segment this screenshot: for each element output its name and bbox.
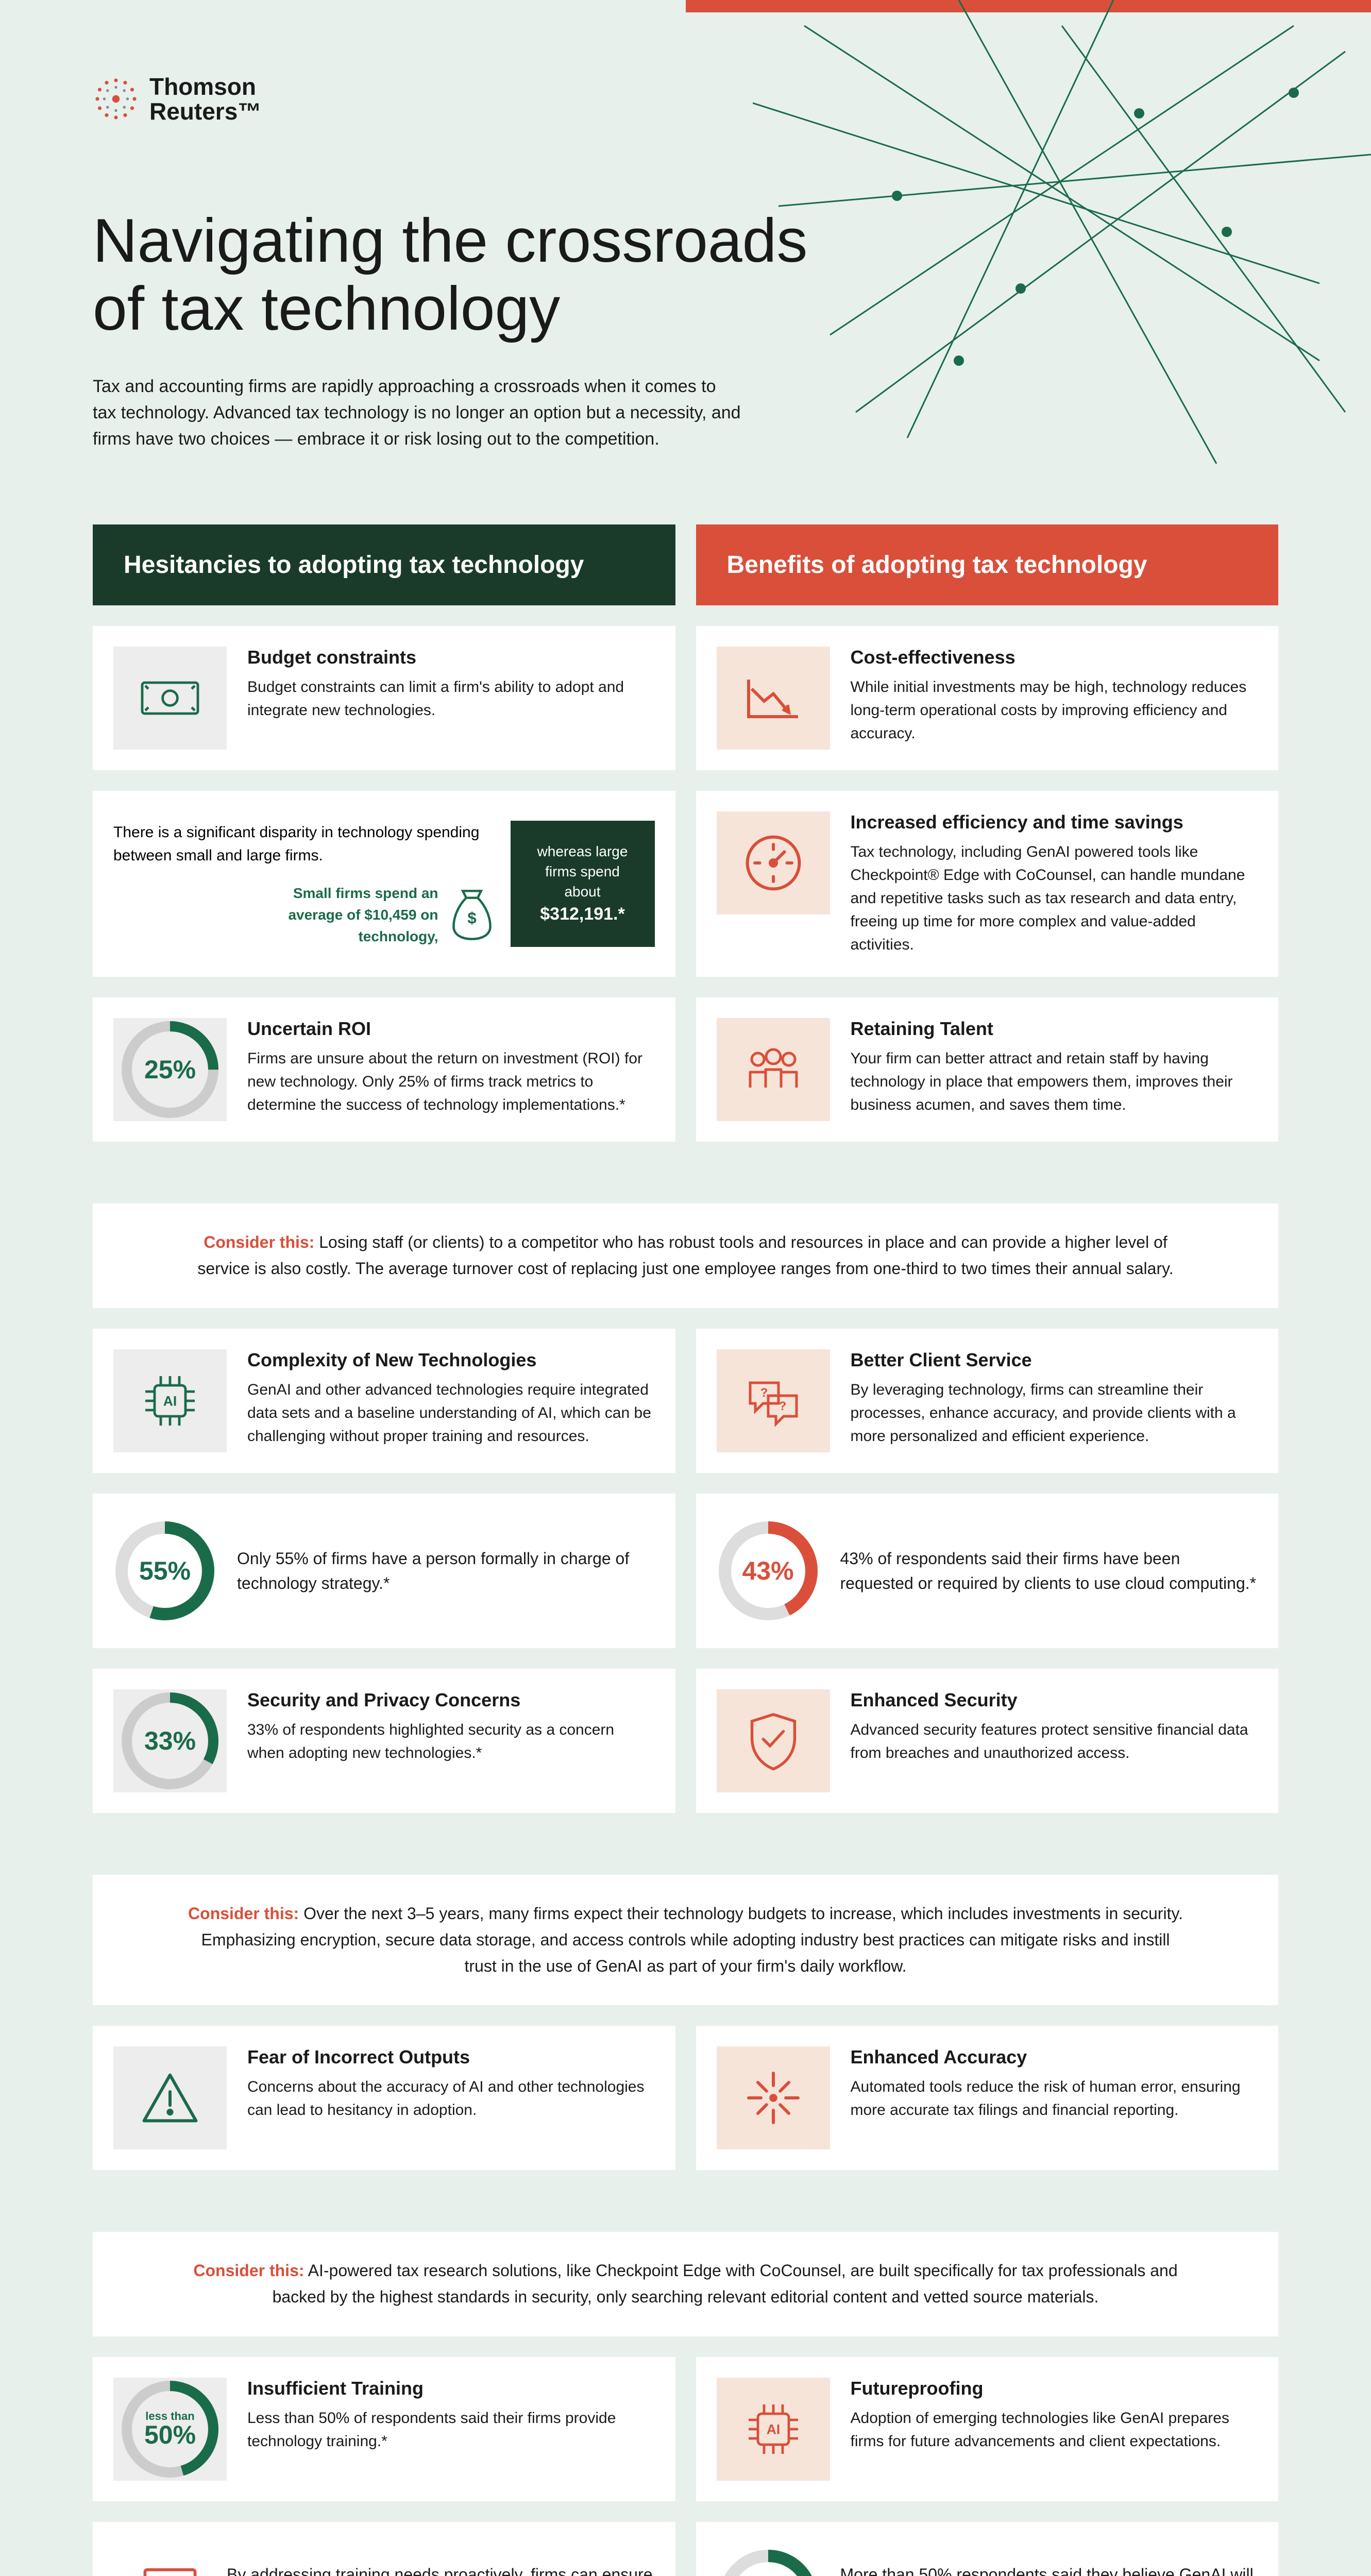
card-title: Cost-effectiveness <box>851 647 1258 668</box>
ai-chip-icon: AI <box>113 1349 227 1452</box>
stat-text: More than 50% respondents said they beli… <box>840 2562 1258 2576</box>
svg-text:?: ? <box>778 1399 786 1413</box>
pct-43-icon: 43% <box>717 1519 820 1622</box>
shield-check-icon <box>717 1689 830 1792</box>
svg-text:AI: AI <box>163 1393 177 1409</box>
svg-text:$: $ <box>467 909 476 927</box>
card-title: Enhanced Accuracy <box>851 2046 1258 2068</box>
card-title: Budget constraints <box>247 647 655 668</box>
logo: Thomson Reuters™ <box>93 74 1278 124</box>
money-icon <box>113 647 227 750</box>
card-fear: Fear of Incorrect Outputs Concerns about … <box>93 2026 675 2170</box>
svg-text:?: ? <box>760 1386 768 1400</box>
ai-chip-icon: AI <box>717 2378 830 2481</box>
pct-lt50-icon: less than50% <box>113 2378 227 2481</box>
benefits-header: Benefits of adopting tax technology <box>696 524 1279 606</box>
large-firms-box: whereas large firms spend about $312,191… <box>511 821 655 947</box>
card-training: less than50% Insufficient Training Less t… <box>93 2357 675 2501</box>
card-title: Enhanced Security <box>851 1689 1258 1711</box>
card-body: Budget constraints can limit a firm's ab… <box>247 675 655 722</box>
stat-43: 43% 43% of respondents said their firms … <box>696 1494 1279 1648</box>
card-cost-effectiveness: Cost-effectiveness While initial investme… <box>696 626 1279 770</box>
column-headers: Hesitancies to adopting tax technology B… <box>0 483 1371 626</box>
card-roi: 25% Uncertain ROI Firms are unsure about … <box>93 997 675 1142</box>
card-accuracy: Enhanced Accuracy Automated tools reduce … <box>696 2026 1279 2170</box>
card-body: Your firm can better attract and retain … <box>851 1047 1258 1116</box>
card-complexity: AI Complexity of New Technologies GenAI a… <box>93 1329 675 1473</box>
disparity-lead: There is a significant disparity in tech… <box>113 821 495 867</box>
card-talent: Retaining Talent Your firm can better att… <box>696 997 1279 1142</box>
card-title: Increased efficiency and time savings <box>851 811 1258 833</box>
intro-text: Tax and accounting firms are rapidly app… <box>93 374 742 452</box>
presentation-icon <box>113 2558 206 2576</box>
card-efficiency: Increased efficiency and time savings Tax… <box>696 791 1279 977</box>
chat-icon: ?? <box>717 1349 830 1452</box>
gauge-icon <box>717 811 830 914</box>
card-body: While initial investments may be high, t… <box>851 675 1258 745</box>
card-body: Less than 50% of respondents said their … <box>247 2406 655 2453</box>
card-body: Advanced security features protect sensi… <box>851 1718 1258 1765</box>
card-title: Fear of Incorrect Outputs <box>247 2046 655 2068</box>
card-body: Concerns about the accuracy of AI and ot… <box>247 2075 655 2122</box>
card-title: Complexity of New Technologies <box>247 1349 655 1371</box>
brand-name: Thomson Reuters™ <box>149 74 261 124</box>
pct-55-icon: 55% <box>113 1519 216 1622</box>
chart-down-icon <box>717 647 830 750</box>
card-disparity: There is a significant disparity in tech… <box>93 791 675 977</box>
hesitancies-header: Hesitancies to adopting tax technology <box>93 524 675 606</box>
header: Thomson Reuters™ Navigating the crossroa… <box>0 12 1371 483</box>
consider-2: Consider this: Over the next 3–5 years, … <box>93 1875 1278 2006</box>
stat-training-proactive: By addressing training needs proactively… <box>93 2522 675 2576</box>
logo-mark-icon <box>93 76 139 122</box>
top-accent-bar <box>686 0 1371 12</box>
card-title: Futureproofing <box>851 2378 1258 2399</box>
card-body: Tax technology, including GenAI powered … <box>851 840 1258 956</box>
pct-gt50-icon: more than50% <box>717 2548 820 2576</box>
card-body: 33% of respondents highlighted security … <box>247 1718 655 1765</box>
stat-gt50: more than50% More than 50% respondents s… <box>696 2522 1279 2576</box>
infographic-page: Thomson Reuters™ Navigating the crossroa… <box>0 0 1371 2576</box>
svg-text:AI: AI <box>766 2421 780 2437</box>
card-title: Uncertain ROI <box>247 1018 655 1040</box>
page-title: Navigating the crossroads of tax technol… <box>93 207 814 343</box>
pct-33-icon: 33% <box>113 1689 227 1792</box>
money-bag-icon: $ <box>449 889 495 941</box>
card-client-service: ?? Better Client Service By leveraging te… <box>696 1329 1279 1473</box>
card-body: Firms are unsure about the return on inv… <box>247 1047 655 1116</box>
card-title: Better Client Service <box>851 1349 1258 1371</box>
card-title: Security and Privacy Concerns <box>247 1689 655 1711</box>
card-enhanced-security: Enhanced Security Advanced security featu… <box>696 1669 1279 1813</box>
card-title: Insufficient Training <box>247 2378 655 2399</box>
card-body: Adoption of emerging technologies like G… <box>851 2406 1258 2453</box>
consider-3: Consider this: AI-powered tax research s… <box>93 2232 1278 2336</box>
people-icon <box>717 1018 830 1121</box>
stat-text: By addressing training needs proactively… <box>227 2562 655 2576</box>
stat-text: Only 55% of firms have a person formally… <box>237 1546 655 1596</box>
card-body: Automated tools reduce the risk of human… <box>851 2075 1258 2122</box>
card-title: Retaining Talent <box>851 1018 1258 1040</box>
card-body: By leveraging technology, firms can stre… <box>851 1378 1258 1448</box>
card-security-concern: 33% Security and Privacy Concerns 33% of … <box>93 1669 675 1813</box>
card-budget: Budget constraints Budget constraints can… <box>93 626 675 770</box>
card-body: GenAI and other advanced technologies re… <box>247 1378 655 1448</box>
content-rows: Budget constraints Budget constraints can… <box>0 626 1371 1204</box>
warning-icon <box>113 2046 227 2149</box>
consider-1: Consider this: Losing staff (or clients)… <box>93 1204 1278 1308</box>
pct-25-icon: 25% <box>113 1018 227 1121</box>
card-futureproofing: AI Futureproofing Adoption of emerging te… <box>696 2357 1279 2501</box>
stat-55: 55% Only 55% of firms have a person form… <box>93 1494 675 1648</box>
focus-icon <box>717 2046 830 2149</box>
stat-text: 43% of respondents said their firms have… <box>840 1546 1258 1596</box>
small-firms-label: Small firms spend an average of $10,459 … <box>253 883 438 947</box>
